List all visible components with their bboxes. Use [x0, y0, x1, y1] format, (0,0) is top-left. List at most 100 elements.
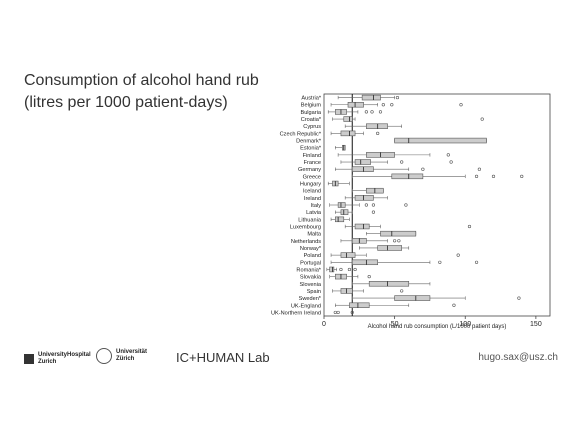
university-name-line2: Zürich — [116, 356, 135, 362]
category-label: UK-England — [291, 303, 321, 309]
outlier-point — [364, 203, 368, 207]
outlier-point — [467, 224, 472, 229]
outlier-point — [390, 103, 394, 107]
category-label: Romania* — [296, 267, 321, 273]
box — [340, 209, 349, 215]
outlier-point — [350, 310, 354, 315]
box — [380, 230, 417, 237]
box — [394, 137, 487, 144]
outlier-point — [474, 260, 479, 264]
box — [368, 281, 410, 287]
box — [343, 116, 353, 122]
box — [366, 123, 388, 129]
university-seal-icon — [96, 348, 112, 364]
x-tick-label: 0 — [322, 321, 326, 328]
outlier-point — [480, 117, 484, 121]
category-label: Bulgaria — [300, 110, 321, 116]
box — [335, 216, 345, 223]
university-name-line1: Universität — [116, 349, 148, 355]
category-label: Slovakia — [300, 275, 322, 281]
category-label: Spain — [307, 289, 321, 295]
category-label: Cyprus — [303, 124, 321, 130]
category-label: Denmark* — [296, 139, 322, 145]
outlier-point — [400, 289, 404, 293]
outlier-point — [397, 239, 401, 243]
outlier-point — [336, 310, 340, 315]
box — [354, 159, 371, 165]
outlier-point — [347, 267, 352, 272]
outlier-point — [367, 275, 371, 279]
hospital-name-line1: UniversityHospital — [38, 352, 91, 358]
box — [351, 166, 374, 172]
outlier-point — [381, 103, 385, 107]
category-label: Iceland — [303, 189, 321, 195]
category-label: France — [304, 160, 321, 166]
outlier-point — [395, 95, 400, 100]
x-axis-label: Alcohol hand rub consumption (L/1000 pat… — [368, 324, 507, 330]
footer: UniversityHospital Zurich Universität Zü… — [0, 346, 570, 376]
outlier-point — [378, 110, 383, 114]
category-label: Malta — [307, 232, 322, 238]
hospital-name-line2: Zurich — [38, 359, 57, 365]
box — [329, 266, 335, 273]
outlier-point — [393, 239, 397, 243]
category-label: Luxembourg — [290, 224, 321, 230]
plot-frame — [323, 93, 551, 317]
category-label: Belgium — [301, 103, 322, 109]
box — [354, 223, 370, 230]
slide-title: Consumption of alcohol hand rub (litres … — [24, 70, 259, 114]
box — [340, 252, 356, 258]
box — [377, 245, 402, 251]
box — [347, 102, 364, 108]
chart-svg: Austria*BelgiumBulgariaCroatia*CyprusCze… — [271, 93, 551, 330]
outlier-point — [339, 267, 343, 272]
category-label: Portugal — [300, 260, 321, 266]
category-label: Czech Republic* — [280, 131, 322, 137]
category-label: Ireland — [304, 196, 321, 202]
university-hospital-logo: UniversityHospital Zurich — [24, 352, 91, 366]
outlier-point — [400, 160, 404, 164]
outlier-point — [371, 210, 376, 214]
contact-email: hugo.sax@usz.ch — [478, 352, 558, 363]
outlier-point — [477, 167, 481, 171]
title-line-2: (litres per 1000 patient-days) — [24, 94, 228, 111]
outlier-point — [421, 167, 425, 171]
university-logo: Universität Zürich — [96, 348, 147, 364]
outlier-point — [446, 153, 450, 157]
outlier-point — [404, 203, 408, 207]
box — [349, 302, 370, 308]
x-tick-label: 100 — [459, 321, 471, 328]
box — [354, 195, 374, 201]
box — [351, 259, 378, 266]
title-line-1: Consumption of alcohol hand rub — [24, 72, 259, 89]
outlier-point — [520, 174, 524, 178]
hospital-mark-icon — [24, 354, 34, 364]
outlier-point — [459, 103, 463, 107]
category-label: Netherlands — [291, 239, 321, 245]
category-label: Germany — [298, 167, 321, 173]
boxplot-chart: Austria* Belgium Bulgaria Croatia* Cyprus Cze… — [260, 90, 556, 332]
lab-name: IC+HUMAN Lab — [176, 350, 270, 365]
box — [394, 295, 431, 301]
outlier-point — [449, 160, 453, 164]
category-label: Finland — [303, 153, 321, 159]
category-label: Italy — [311, 203, 321, 209]
category-label: Norway* — [300, 246, 322, 252]
category-label: Croatia* — [301, 117, 322, 123]
outlier-point — [517, 296, 521, 300]
outlier-point — [353, 267, 357, 272]
x-tick-label: 50 — [391, 321, 399, 328]
category-label: Hungary — [300, 182, 321, 188]
box — [361, 94, 381, 101]
outlier-point — [370, 110, 374, 114]
x-tick-label: 150 — [530, 321, 542, 328]
box — [391, 173, 424, 180]
category-label: UK-Northern Ireland — [271, 310, 321, 316]
category-label: Sweden* — [299, 296, 322, 302]
category-label: Slovenia — [300, 282, 322, 288]
box — [340, 130, 356, 137]
category-label: Lithuania — [298, 217, 322, 223]
outlier-point — [452, 303, 456, 307]
category-label: Greece — [303, 174, 321, 180]
